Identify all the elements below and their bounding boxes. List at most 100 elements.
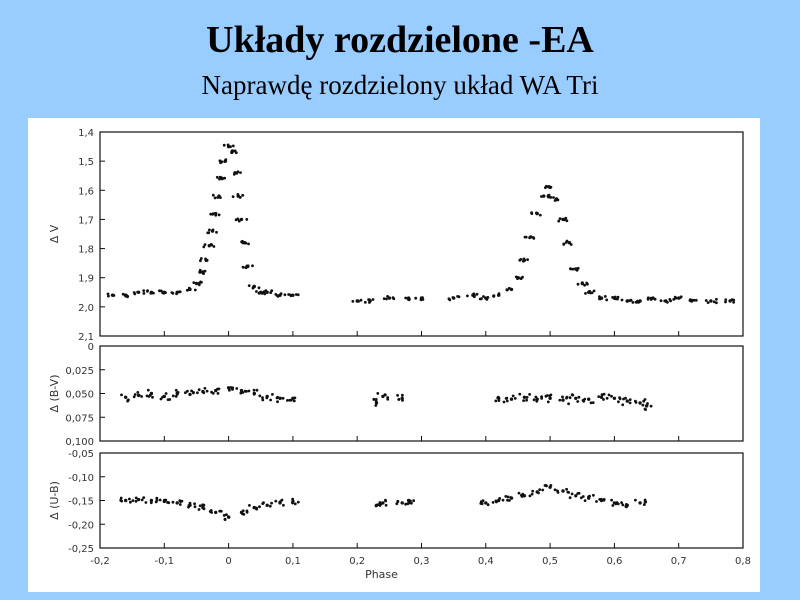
data-point-magnitude — [283, 293, 287, 297]
data-point-magnitude — [261, 291, 264, 295]
data-point-magnitude — [136, 290, 139, 294]
data-point-color_U_B — [193, 505, 197, 509]
data-point-color_B_V — [174, 395, 178, 398]
data-point-magnitude — [620, 298, 624, 302]
data-point-color_B_V — [383, 393, 387, 397]
data-point-magnitude — [580, 281, 584, 284]
data-point-magnitude — [616, 295, 620, 299]
data-point-color_U_B — [219, 509, 223, 513]
data-point-color_B_V — [174, 388, 178, 392]
data-point-magnitude — [475, 292, 479, 296]
data-point-magnitude — [215, 230, 218, 234]
data-point-color_B_V — [171, 394, 175, 398]
y-tick-label-magnitude: 1,6 — [78, 186, 94, 197]
data-point-color_U_B — [149, 501, 153, 505]
data-point-color_B_V — [545, 394, 549, 397]
data-point-color_B_V — [567, 402, 570, 406]
data-point-magnitude — [590, 291, 594, 295]
x-tick-label: 0,2 — [349, 556, 365, 567]
data-point-color_U_B — [577, 491, 581, 495]
data-point-color_B_V — [638, 401, 642, 405]
x-tick-label: -0,2 — [90, 556, 110, 567]
data-point-color_U_B — [144, 501, 148, 504]
x-tick-label: 0,6 — [606, 556, 622, 567]
data-point-magnitude — [517, 276, 521, 280]
y-tick-label-color_B_V: 0,075 — [65, 413, 94, 424]
data-point-color_U_B — [494, 499, 498, 503]
data-point-magnitude — [613, 297, 617, 301]
data-point-color_U_B — [140, 498, 144, 502]
data-point-color_B_V — [565, 396, 568, 400]
data-point-magnitude — [414, 296, 418, 300]
data-point-magnitude — [631, 301, 635, 304]
data-point-color_B_V — [281, 396, 285, 400]
data-point-color_B_V — [540, 397, 543, 400]
data-point-magnitude — [371, 298, 375, 301]
data-point-color_B_V — [628, 398, 632, 401]
data-point-magnitude — [208, 228, 211, 232]
data-point-color_U_B — [227, 515, 231, 519]
data-point-color_B_V — [634, 401, 638, 404]
data-point-color_B_V — [649, 404, 653, 408]
data-point-color_U_B — [541, 488, 545, 492]
data-point-color_U_B — [198, 504, 202, 508]
data-point-color_U_B — [610, 498, 613, 502]
data-point-magnitude — [451, 296, 455, 299]
data-point-magnitude — [175, 292, 179, 296]
data-point-color_B_V — [599, 395, 604, 399]
data-point-magnitude — [704, 299, 708, 302]
data-point-color_B_V — [231, 388, 234, 391]
data-point-magnitude — [218, 159, 222, 163]
data-point-magnitude — [558, 217, 562, 221]
data-point-color_B_V — [518, 392, 522, 396]
data-point-magnitude — [121, 292, 125, 296]
y-axis-label-magnitude: Δ V — [48, 224, 61, 243]
data-point-magnitude — [522, 259, 525, 263]
data-point-color_U_B — [242, 512, 246, 516]
data-point-color_U_B — [556, 491, 560, 494]
data-point-color_U_B — [384, 498, 387, 502]
data-point-magnitude — [223, 176, 227, 180]
data-point-magnitude — [231, 195, 235, 198]
data-point-color_U_B — [395, 502, 399, 506]
data-point-magnitude — [391, 296, 395, 300]
data-point-magnitude — [212, 245, 216, 248]
data-point-color_B_V — [275, 396, 279, 400]
data-point-magnitude — [363, 300, 367, 304]
data-point-color_B_V — [124, 395, 127, 399]
data-point-magnitude — [724, 300, 727, 304]
y-tick-label-color_U_B: -0,10 — [68, 473, 94, 484]
data-point-magnitude — [456, 295, 459, 298]
data-point-color_B_V — [271, 393, 274, 396]
data-point-magnitude — [562, 243, 566, 246]
data-point-magnitude — [385, 297, 388, 301]
data-point-magnitude — [404, 296, 408, 300]
data-point-magnitude — [206, 231, 210, 235]
data-point-magnitude — [237, 219, 241, 223]
data-point-color_B_V — [159, 397, 163, 401]
data-point-color_B_V — [610, 394, 613, 398]
data-point-color_U_B — [538, 488, 542, 491]
data-point-color_B_V — [576, 400, 580, 403]
data-point-color_B_V — [247, 389, 251, 393]
data-point-color_B_V — [568, 396, 572, 400]
data-point-magnitude — [497, 292, 501, 296]
data-point-magnitude — [466, 294, 469, 298]
data-point-color_B_V — [532, 398, 536, 402]
x-tick-label: -0,1 — [155, 556, 175, 567]
x-tick-label: 0,5 — [542, 556, 558, 567]
data-point-magnitude — [564, 216, 568, 220]
data-point-color_B_V — [241, 391, 245, 394]
data-point-magnitude — [576, 266, 580, 270]
data-point-color_U_B — [374, 504, 378, 508]
data-point-color_B_V — [186, 389, 189, 393]
data-point-magnitude — [669, 299, 672, 303]
data-point-color_U_B — [509, 496, 513, 499]
data-point-color_U_B — [214, 510, 218, 515]
data-point-color_B_V — [286, 399, 289, 402]
data-point-color_U_B — [600, 497, 603, 501]
data-point-color_B_V — [624, 396, 627, 400]
data-point-color_U_B — [566, 490, 570, 494]
data-point-color_B_V — [397, 398, 401, 401]
data-point-color_U_B — [134, 496, 138, 500]
